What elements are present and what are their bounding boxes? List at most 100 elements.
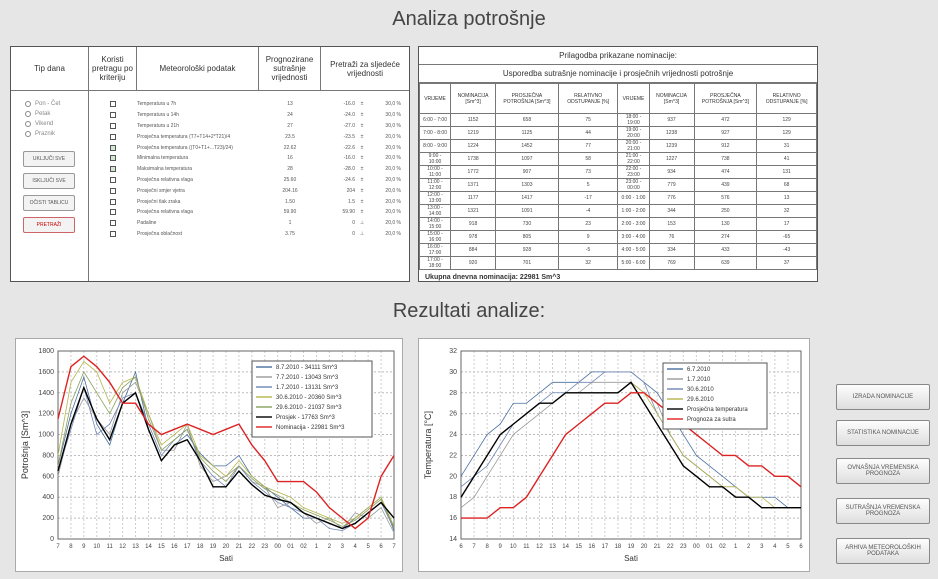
table-cell[interactable]: 769 [648,256,695,270]
x-tick-label: 18 [615,544,622,550]
criteria-search-value[interactable]: -27.0 [343,122,355,129]
criteria-table: Koristi pretragu po kriteriju Meteorološ… [89,47,409,281]
use-filter-label: Koristi pretragu po kriteriju [89,47,137,90]
table-cell[interactable]: 779 [648,178,695,192]
table-cell: 32 [756,204,817,218]
criteria-percent[interactable]: 30,0 % [385,112,401,119]
radio-circle-icon[interactable] [25,111,31,117]
criteria-search-value[interactable]: 0 [352,230,355,237]
x-tick-label: 19 [628,544,635,550]
radio-circle-icon[interactable] [25,101,31,107]
criteria-percent[interactable]: 20,0 % [385,187,401,194]
table-cell[interactable]: 934 [648,165,695,179]
x-tick-label: 13 [132,544,139,550]
criteria-name: Prosječna relativna vlaga [137,209,193,216]
plot-area [460,350,802,540]
criteria-checkbox[interactable] [110,187,116,194]
criteria-search-value[interactable]: -16.0 [343,155,355,162]
meteo-archive-button[interactable]: ARHIVA METEOROLOŠKIH PODATAKA [836,538,930,564]
criteria-search-value[interactable]: -22.6 [343,144,355,151]
criteria-percent[interactable]: 20,0 % [385,220,401,227]
criteria-search-value[interactable]: -16.0 [343,101,355,108]
create-nomination-button[interactable]: IZRADA NOMINACIJE [836,384,930,410]
day-type-radio[interactable]: Praznik [25,129,88,139]
criteria-checkbox[interactable] [110,112,116,119]
criteria-percent[interactable]: 20,0 % [385,166,401,173]
criteria-checkbox[interactable] [110,166,116,173]
table-cell[interactable]: 1371 [450,178,497,192]
x-tick-label: 10 [510,544,517,550]
criteria-percent[interactable]: 20,0 % [385,144,401,151]
criteria-checkbox[interactable] [110,198,116,205]
table-cell[interactable]: 1152 [450,113,497,127]
criteria-checkbox[interactable] [110,230,116,237]
criteria-search-value[interactable]: -23.5 [343,133,355,140]
day-type-radio[interactable]: Pon - Čet [25,99,88,109]
radio-circle-icon[interactable] [25,121,31,127]
criteria-percent[interactable]: 20,0 % [385,176,401,183]
table-row: 11:00 - 12:00 1371 1303 5 23:00 - 00:00 779 43… [418,178,817,192]
day-type-radio[interactable]: Petak [25,109,88,119]
search-button[interactable]: PRETRAŽI [23,217,75,233]
table-cell[interactable]: 334 [648,243,695,257]
table-cell[interactable]: 1772 [450,165,497,179]
table-cell: 68 [756,178,817,192]
clear-table-button[interactable]: OČISTI TABLICU [23,195,75,211]
tomorrow-forecast-button[interactable]: SUTRAŠNJA VREMENSKA PROGNOZA [836,498,930,524]
table-cell[interactable]: 920 [450,256,497,270]
criteria-percent[interactable]: 20,0 % [385,209,401,216]
table-cell[interactable]: 1239 [648,139,695,153]
criteria-checkbox[interactable] [110,133,116,140]
x-tick-label: 11 [523,544,530,550]
criteria-percent[interactable]: 20,0 % [385,198,401,205]
table-cell[interactable]: 937 [648,113,695,127]
day-type-radio[interactable]: Vikend [25,119,88,129]
criteria-percent[interactable]: 30,0 % [385,101,401,108]
criteria-search-value[interactable]: -24.0 [343,112,355,119]
table-cell[interactable]: 1219 [450,126,497,140]
table-cell[interactable]: 1238 [648,126,695,140]
criteria-checkbox[interactable] [110,220,116,227]
disable-all-button[interactable]: ISKLJUČI SVE [23,173,75,189]
enable-all-button[interactable]: UKLJUČI SVE [23,151,75,167]
criteria-checkbox[interactable] [110,101,116,108]
criteria-percent[interactable]: 30,0 % [385,122,401,129]
table-cell[interactable]: 978 [450,230,497,244]
criteria-checkbox[interactable] [110,209,116,216]
criteria-search-value[interactable]: -28.0 [343,166,355,173]
table-cell[interactable]: 1177 [450,191,497,205]
x-tick-label: 7 [392,544,396,550]
criteria-checkbox[interactable] [110,176,116,183]
plot-area [57,350,395,540]
x-tick-label: 1 [734,544,738,550]
nomination-panel: Prilagodba prikazane nominacije: Uspored… [418,46,818,282]
table-cell[interactable]: 1227 [648,152,695,166]
x-tick-label: 4 [773,544,777,550]
criteria-checkbox[interactable] [110,144,116,151]
table-cell[interactable]: 918 [450,217,497,231]
today-forecast-button[interactable]: OVNAŠNJA VREMENSKA PROGNOZA [836,458,930,484]
criteria-percent[interactable]: 20,0 % [385,155,401,162]
table-cell: 576 [693,191,758,205]
table-cell[interactable]: 1224 [450,139,497,153]
table-cell[interactable]: 1738 [450,152,497,166]
criteria-name: Temperatura u 14h [137,112,179,119]
nomination-stats-button[interactable]: STATISTIKA NOMINACIJE [836,420,930,446]
criteria-search-value[interactable]: -24.6 [343,176,355,183]
table-cell[interactable]: 884 [450,243,497,257]
criteria-search-value[interactable]: 1.5 [348,198,355,205]
table-cell[interactable]: 776 [648,191,695,205]
criteria-checkbox[interactable] [110,155,116,162]
table-cell[interactable]: 344 [648,204,695,218]
table-cell: 129 [756,113,817,127]
criteria-percent[interactable]: 20,0 % [385,133,401,140]
criteria-search-value[interactable]: 59.90 [342,209,355,216]
radio-circle-icon[interactable] [25,131,31,137]
criteria-search-value[interactable]: 0 [352,220,355,227]
table-cell[interactable]: 76 [648,230,695,244]
criteria-checkbox[interactable] [110,122,116,129]
table-cell[interactable]: 1321 [450,204,497,218]
criteria-percent[interactable]: 20,0 % [385,230,401,237]
table-cell[interactable]: 153 [648,217,695,231]
criteria-search-value[interactable]: 204 [346,187,355,194]
